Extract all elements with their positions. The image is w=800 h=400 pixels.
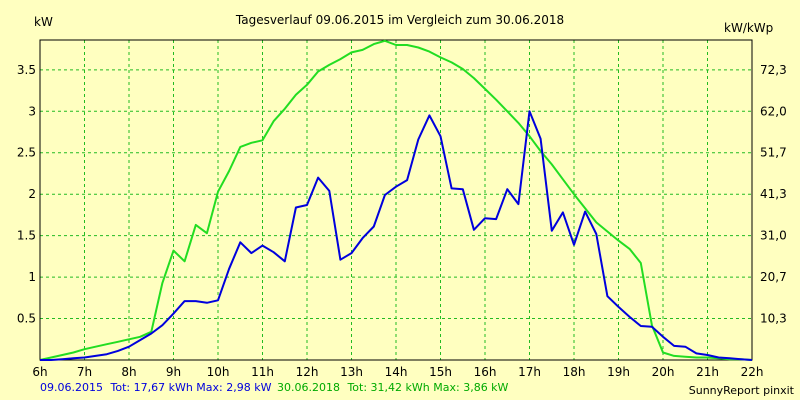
x-tick-label: 12h [296,365,319,379]
y-tick-label: 1 [28,270,36,284]
x-tick-label: 10h [207,365,230,379]
y-tick-label: 3.5 [17,63,36,77]
grid [40,40,752,360]
y-axis-label: kW [34,15,53,29]
x-tick-label: 8h [121,365,136,379]
y2-tick-label: 51,7 [760,146,787,160]
y2-tick-label: 20,7 [760,270,787,284]
plot-frame [39,39,753,361]
x-tick-label: 22h [741,365,764,379]
x-tick-label: 21h [696,365,719,379]
y2-axis-label: kW/kWp [724,21,773,35]
series-line [39,39,753,361]
x-tick-label: 14h [385,365,408,379]
series-line [40,110,753,361]
footer-brand: SunnyReport pinxit [689,384,795,397]
series-group [39,39,753,361]
x-tick-label: 19h [607,365,630,379]
x-tick-label: 16h [474,365,497,379]
footer-stats: 09.06.2015 Tot: 17,67 kWh Max: 2,98 kW 3… [40,381,509,394]
x-tick-label: 18h [563,365,586,379]
x-tick-label: 15h [429,365,452,379]
x-tick-label: 6h [32,365,47,379]
y2-tick-label: 72,3 [760,63,787,77]
y-tick-label: 3 [28,104,36,118]
footer-left-stats: Tot: 17,67 kWh Max: 2,98 kW [109,381,271,394]
y-tick-label: 1.5 [17,229,36,243]
y-tick-label: 2 [28,187,36,201]
y2-tick-label: 31,0 [760,229,787,243]
footer-left-date: 09.06.2015 [40,381,103,394]
y2-tick-label: 62,0 [760,104,787,118]
y-tick-label: 2.5 [17,146,36,160]
x-tick-label: 7h [77,365,92,379]
chart-title: Tagesverlauf 09.06.2015 im Vergleich zum… [235,13,564,27]
x-tick-label: 20h [652,365,675,379]
footer-mid-stats: Tot: 31,42 kWh Max: 3,86 kW [346,381,508,394]
y2-tick-label: 41,3 [760,187,787,201]
y2-tick-label: 10,3 [760,312,787,326]
ticks: 6h 7h 8h 9h 10h 11h 12h 13h 14h 15h 16h 17h 18h 19h 20… [17,63,787,379]
x-tick-label: 9h [166,365,181,379]
y-tick-label: 0.5 [17,312,36,326]
x-tick-label: 13h [340,365,363,379]
x-tick-label: 11h [251,365,274,379]
x-tick-label: 17h [518,365,541,379]
footer-mid-date: 30.06.2018 [277,381,340,394]
